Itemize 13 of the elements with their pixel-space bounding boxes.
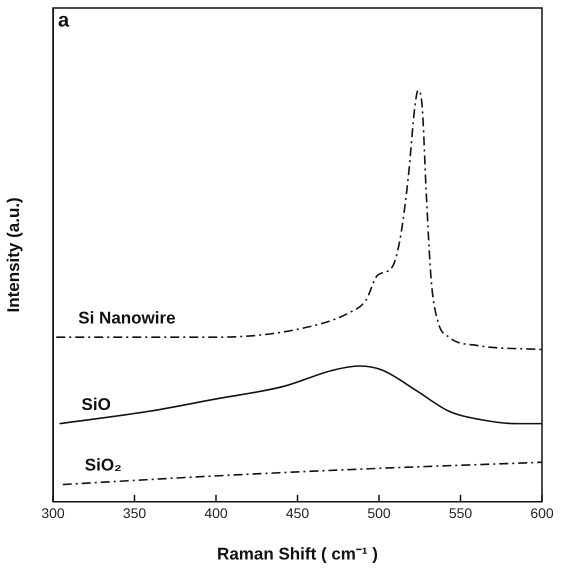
x-tick-label: 450 [286, 505, 310, 522]
x-tick-label: 500 [367, 505, 391, 522]
x-tick-label: 600 [530, 505, 554, 522]
x-axis-title: Raman Shift ( cm⁻¹ ) [217, 544, 378, 564]
x-tick-label: 350 [122, 505, 146, 522]
x-tick-label: 300 [41, 505, 65, 522]
x-tick-label: 400 [204, 505, 228, 522]
series-label: Si Nanowire [78, 308, 176, 328]
text: a [58, 10, 70, 32]
series-label: SiO₂ [84, 456, 122, 475]
x-tick-label: 550 [448, 505, 472, 522]
y-axis-title: Intensity (a.u.) [4, 197, 23, 313]
series-label: SiO [82, 394, 111, 414]
